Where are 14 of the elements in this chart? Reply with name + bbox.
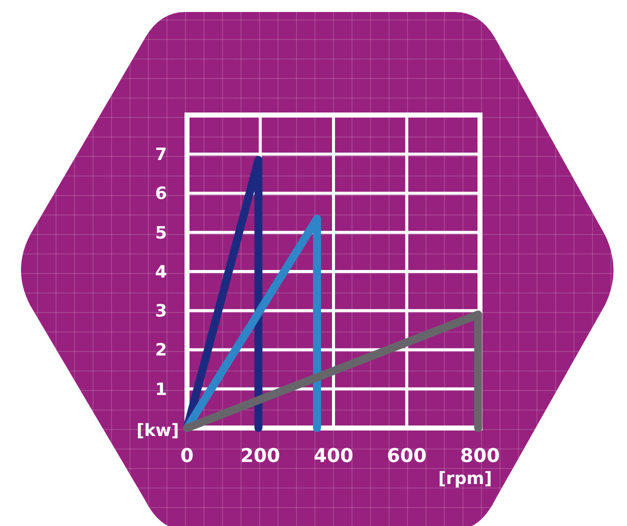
x-tick-label: 200: [240, 445, 280, 467]
x-tick-label: 600: [386, 445, 427, 467]
y-axis-title: [kw]: [136, 421, 179, 441]
y-tick-label: 4: [155, 262, 168, 282]
y-tick-label: 6: [155, 184, 167, 204]
y-tick-label: 2: [155, 340, 167, 361]
y-tick-label: 5: [155, 223, 167, 244]
x-tick-label: 400: [314, 445, 354, 467]
x-tick-label: 800: [460, 445, 500, 467]
y-tick-label: 3: [155, 302, 167, 322]
x-axis-title: [rpm]: [438, 469, 492, 489]
y-tick-label: 1: [155, 380, 167, 400]
x-tick-label: 0: [180, 445, 194, 467]
y-tick-label: 7: [155, 145, 167, 166]
